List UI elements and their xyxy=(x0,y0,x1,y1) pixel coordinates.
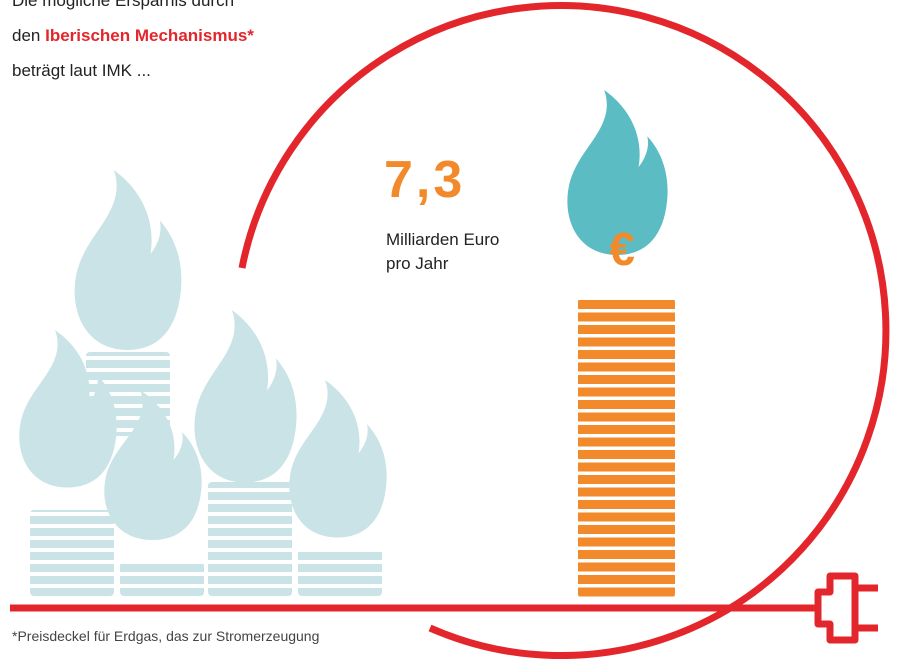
coin-stack xyxy=(30,510,114,596)
illustration: € xyxy=(0,0,913,659)
flame xyxy=(194,310,296,483)
coin-stack xyxy=(208,482,292,596)
intro-text: den xyxy=(12,26,40,45)
intro-line: den Iberischen Mechanismus* xyxy=(12,18,254,53)
flame xyxy=(75,170,182,350)
coin-stack xyxy=(120,562,204,596)
page: {"intro": {"line1": "Die mögliche Erspar… xyxy=(0,0,913,659)
footnote: *Preisdeckel für Erdgas, das zur Stromer… xyxy=(12,628,319,644)
background-flames xyxy=(19,170,386,540)
unit-line: Milliarden Euro xyxy=(386,228,499,252)
coin-stack xyxy=(298,548,382,596)
flame xyxy=(289,380,386,538)
plug xyxy=(805,576,878,640)
unit-line: pro Jahr xyxy=(386,252,499,276)
coin-stack xyxy=(86,352,170,436)
intro-highlight: Iberischen Mechanismus* xyxy=(45,26,254,45)
intro-line: Die mögliche Ersparnis durch xyxy=(12,0,234,18)
coin-stack xyxy=(578,298,675,598)
savings-value: 7,3 xyxy=(384,150,465,210)
intro-line: beträgt laut IMK ... xyxy=(12,53,151,88)
euro-symbol: € xyxy=(609,223,635,275)
